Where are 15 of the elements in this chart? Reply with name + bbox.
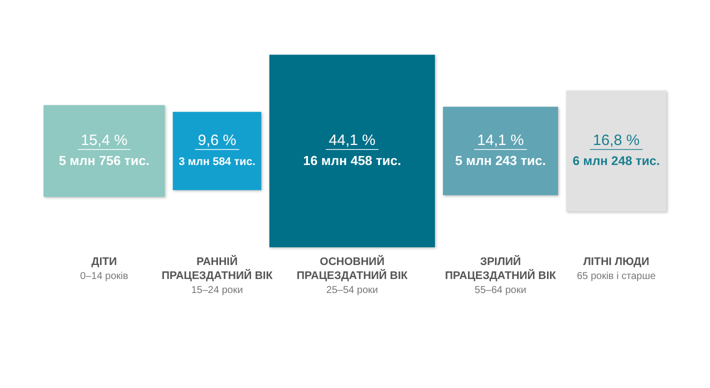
data-label: 16,8 %	[592, 132, 640, 149]
text: 5 млн 756 тис.	[58, 153, 150, 168]
text: 16 млн 458 тис.	[303, 153, 402, 168]
text: 5 млн 243 тис.	[455, 153, 546, 168]
data-label: 9,6 %	[198, 132, 236, 149]
text: 3 млн 584 тис.	[178, 156, 256, 168]
category-label: ЛІТНІ ЛЮДИ 65 років і старше	[576, 256, 656, 282]
data-label: 14,1 %	[477, 132, 524, 149]
category-label: РАННІЙ ПРАЦЕЗДАТНИЙ ВІК 15–24 роки	[162, 255, 273, 296]
text: 6 млн 248 тис.	[572, 154, 660, 168]
data-label: 15,4 %	[80, 132, 128, 149]
category-label: ОСНОВНИЙ ПРАЦЕЗДАТНИЙ ВІК 25–54 роки	[296, 255, 408, 296]
category-label: ДІТИ 0–14 років	[80, 256, 128, 282]
data-label: 44,1 %	[328, 132, 376, 149]
category-label: ЗРІЛИЙ ПРАЦЕЗДАТНИЙ ВІК 55–64 роки	[445, 255, 556, 296]
